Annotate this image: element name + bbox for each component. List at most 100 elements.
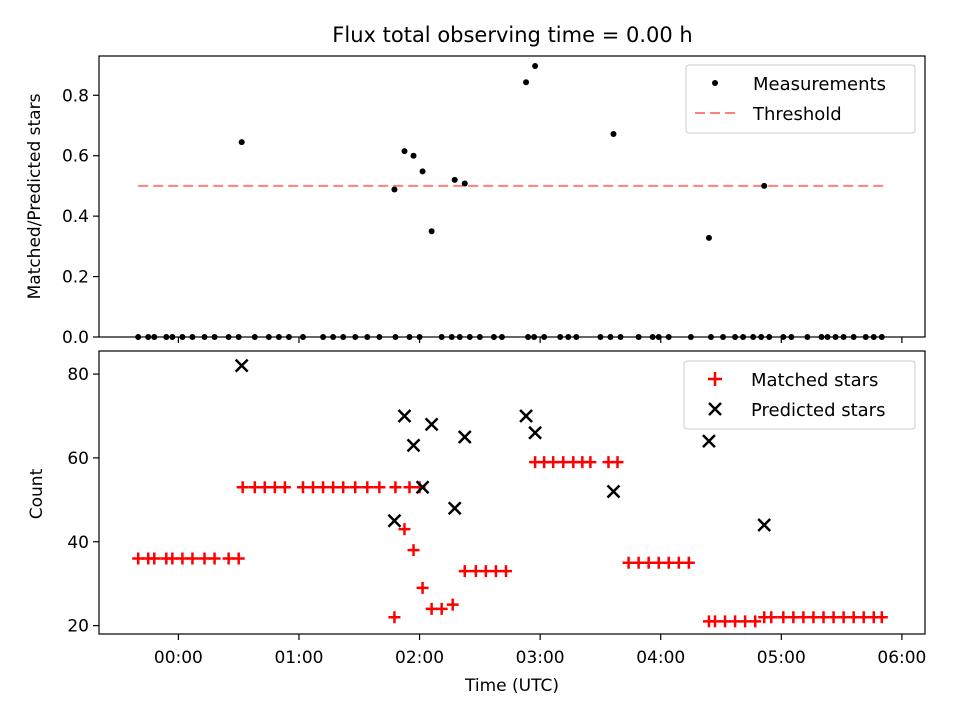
matched-star-point xyxy=(557,456,570,469)
predicted-star-point xyxy=(447,501,462,516)
predicted-star-point xyxy=(606,484,621,499)
matched-star-point xyxy=(652,556,665,569)
y-tick-label: 20 xyxy=(67,617,89,637)
legend-predicted-label: Predicted stars xyxy=(751,400,885,421)
matched-star-point xyxy=(765,611,778,624)
matched-star-point xyxy=(398,523,411,536)
measurement-point xyxy=(705,234,712,241)
y-tick-label: 40 xyxy=(67,533,89,553)
matched-star-point xyxy=(407,544,420,557)
y-tick-label: 60 xyxy=(67,449,89,469)
legend-matched-label: Matched stars xyxy=(751,370,878,391)
predicted-star-point xyxy=(234,358,249,373)
top-plot-frame xyxy=(98,55,926,338)
matched-star-point xyxy=(307,481,320,494)
legend-measurements-marker xyxy=(712,80,718,86)
matched-star-point xyxy=(708,615,721,628)
matched-star-point xyxy=(807,611,820,624)
predicted-star-point xyxy=(406,438,421,453)
top-legend: Measurements Threshold xyxy=(685,64,916,134)
measurement-point xyxy=(391,186,398,193)
matched-star-point xyxy=(489,565,502,578)
predicted-star-point xyxy=(528,425,542,440)
predicted-star-point xyxy=(457,430,472,444)
predicted-star-point xyxy=(415,480,430,495)
matched-star-point xyxy=(208,552,221,565)
matched-star-point xyxy=(642,556,655,569)
x-tick-label: 04:00 xyxy=(636,648,685,668)
y-tick-label: 0.4 xyxy=(62,207,89,227)
measurement-point xyxy=(610,130,617,137)
predicted-star-point xyxy=(757,518,772,532)
matched-star-point xyxy=(248,481,261,494)
matched-star-point xyxy=(166,552,179,565)
legend-predicted-marker xyxy=(708,402,722,416)
legend-measurements-label: Measurements xyxy=(753,74,886,95)
matched-star-point xyxy=(584,456,597,469)
matched-star-point xyxy=(672,556,685,569)
matched-star-point xyxy=(317,481,330,494)
matched-star-point xyxy=(236,481,249,494)
matched-star-point xyxy=(361,481,374,494)
matched-star-point xyxy=(777,611,790,624)
measurement-point xyxy=(419,168,426,175)
y-tick-label: 80 xyxy=(67,365,89,385)
measurement-point xyxy=(401,148,408,155)
bottom-plot-frame xyxy=(98,350,926,635)
matched-star-point xyxy=(268,481,281,494)
measurement-point xyxy=(238,139,245,146)
matched-star-point xyxy=(875,611,888,624)
matched-star-point xyxy=(797,611,810,624)
matched-star-point xyxy=(682,556,695,569)
matched-star-point xyxy=(469,565,482,578)
matched-star-point xyxy=(499,565,512,578)
legend-threshold-label: Threshold xyxy=(752,104,842,125)
matched-star-point xyxy=(729,615,742,628)
y-tick-label: 0.8 xyxy=(62,86,89,106)
matched-star-point xyxy=(787,611,800,624)
matched-star-point xyxy=(337,481,350,494)
matched-star-point xyxy=(349,481,362,494)
predicted-star-point xyxy=(387,513,402,528)
legend-matched-marker xyxy=(708,372,722,386)
y-tick-label: 0.2 xyxy=(62,268,89,288)
matched-star-point xyxy=(739,615,752,628)
matched-star-point xyxy=(817,611,830,624)
predicted-star-point xyxy=(424,417,439,432)
matched-star-point xyxy=(749,615,762,628)
matched-star-point xyxy=(611,456,624,469)
matched-star-point xyxy=(847,611,860,624)
chart-title: Flux total observing time = 0.00 h xyxy=(332,23,692,47)
matched-star-point xyxy=(622,556,635,569)
matched-star-point xyxy=(198,552,211,565)
measurement-point xyxy=(461,180,468,187)
top-ylabel: Matched/Predicted stars xyxy=(25,93,45,299)
measurement-point xyxy=(428,228,435,235)
bottom-legend: Matched stars Predicted stars xyxy=(683,360,916,430)
bottom-legend-box xyxy=(683,360,916,430)
measurement-point xyxy=(410,152,417,159)
matched-star-point xyxy=(296,481,309,494)
matched-star-point xyxy=(176,552,189,565)
matched-star-point xyxy=(837,611,850,624)
counts-panel: 20 40 60 80 00:00 01:00 02:00 03:00 04:00 05:00 06… xyxy=(27,350,926,668)
measurement-point xyxy=(761,182,768,189)
matched-star-point xyxy=(403,481,416,494)
matched-star-point xyxy=(662,556,675,569)
matched-star-point xyxy=(458,565,471,578)
matched-star-point xyxy=(857,611,870,624)
matched-star-point xyxy=(632,556,645,569)
matched-star-point xyxy=(435,602,448,615)
matched-star-point xyxy=(327,481,340,494)
y-tick-label: 0.0 xyxy=(62,328,89,348)
matched-star-point xyxy=(258,481,271,494)
x-tick-label: 03:00 xyxy=(516,648,565,668)
matched-star-point xyxy=(425,602,438,615)
matched-star-point xyxy=(373,481,386,494)
bottom-ylabel: Count xyxy=(27,468,47,519)
x-tick-label: 06:00 xyxy=(877,648,926,668)
top-legend-box xyxy=(685,64,916,134)
x-tick-label: 00:00 xyxy=(154,648,203,668)
matched-star-point xyxy=(232,552,245,565)
